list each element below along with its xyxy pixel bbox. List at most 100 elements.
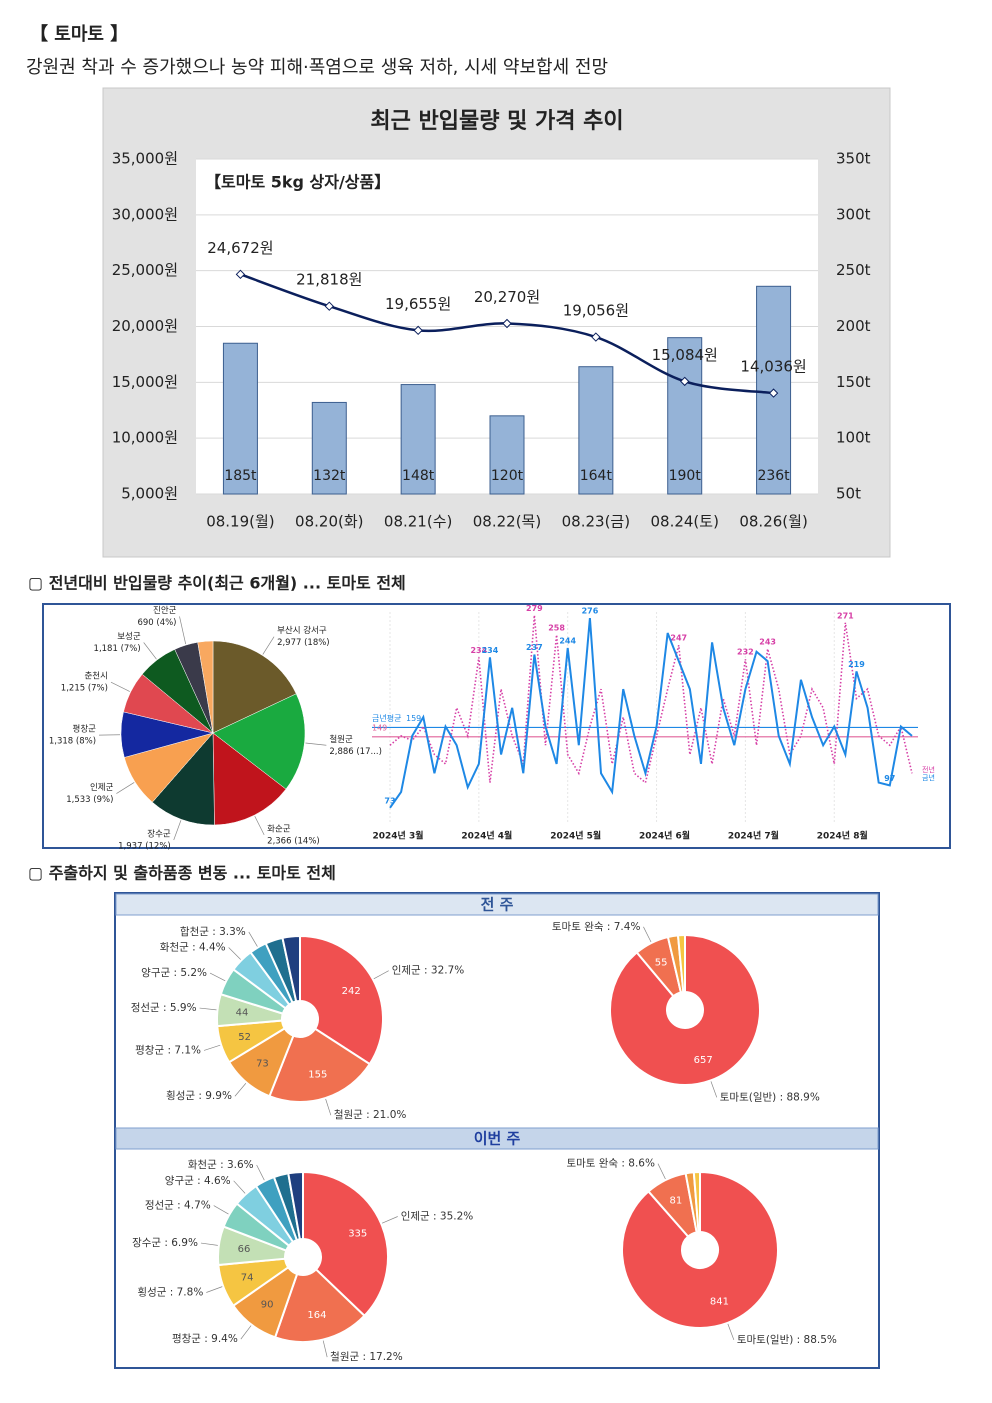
panel-header bbox=[115, 1127, 879, 1150]
x-tick-label: 08.26(월) bbox=[739, 513, 807, 531]
slice-label: 평창군 : 7.1% bbox=[135, 1044, 201, 1056]
point-label: 234 bbox=[482, 646, 499, 655]
leader-line bbox=[256, 1164, 265, 1181]
slice-value: 55 bbox=[655, 957, 668, 968]
slice-value: 52 bbox=[238, 1032, 251, 1043]
price-point bbox=[591, 332, 601, 342]
slice-value: 164 bbox=[307, 1310, 326, 1321]
slice-value: 1,318 (8%) bbox=[49, 737, 96, 747]
slice-label: 토마토(일반) : 88.9% bbox=[720, 1090, 820, 1103]
slice-value: 690 (4%) bbox=[137, 618, 176, 628]
pie-slice bbox=[287, 1170, 304, 1241]
doc-title: 【 토마토 】 bbox=[30, 24, 128, 45]
legend-label: 금년 bbox=[922, 773, 935, 782]
bar bbox=[489, 415, 525, 495]
slice-value: 2,886 (17...) bbox=[329, 747, 382, 757]
point-label: 234 bbox=[470, 646, 487, 655]
leader-line bbox=[228, 947, 241, 960]
point-label: 276 bbox=[582, 607, 599, 616]
reference-value: 159 bbox=[406, 714, 421, 723]
slice-name: 진안군 bbox=[153, 605, 177, 616]
leader-line bbox=[209, 972, 226, 982]
bar bbox=[667, 337, 703, 495]
leader-line bbox=[116, 782, 135, 794]
leader-line bbox=[325, 1098, 332, 1116]
slice-label: 양구군 : 4.6% bbox=[165, 1175, 231, 1187]
pie-slice bbox=[212, 640, 297, 734]
slice-value: 2,366 (14%) bbox=[267, 836, 320, 846]
pie-slice bbox=[212, 732, 287, 826]
slice-value: 841 bbox=[710, 1297, 729, 1308]
panel-header bbox=[115, 893, 879, 916]
bar-label: 236t bbox=[757, 468, 790, 484]
slice-label: 횡성군 : 7.8% bbox=[137, 1285, 203, 1298]
price-point bbox=[235, 269, 246, 280]
slice-value: 66 bbox=[238, 1244, 251, 1255]
x-tick-label: 2024년 7월 bbox=[728, 830, 779, 842]
slice-value: 73 bbox=[256, 1059, 269, 1070]
y-tick-label: 15,000원 bbox=[112, 373, 178, 391]
price-label: 15,084원 bbox=[652, 346, 718, 364]
price-point bbox=[768, 388, 779, 398]
panel-title: 전 주 bbox=[481, 896, 514, 914]
slice-label: 인제군 : 35.2% bbox=[401, 1211, 474, 1223]
slice-label: 토마토 완숙 : 8.6% bbox=[566, 1157, 655, 1170]
x-tick-label: 2024년 5월 bbox=[550, 830, 601, 842]
leader-line bbox=[213, 1205, 229, 1215]
slice-name: 평창군 bbox=[73, 724, 97, 735]
pie-slice bbox=[273, 1268, 366, 1343]
bar bbox=[578, 366, 614, 495]
leader-line bbox=[254, 815, 265, 836]
price-label: 14,036원 bbox=[740, 358, 806, 376]
leader-line bbox=[657, 1163, 666, 1180]
slice-label: 화천군 : 4.4% bbox=[160, 942, 226, 954]
leader-line bbox=[206, 1286, 223, 1293]
series-line bbox=[389, 617, 913, 809]
y2-tick-label: 100t bbox=[836, 429, 871, 447]
pie-slice bbox=[197, 640, 214, 734]
slice-label: 토마토(일반) : 88.5% bbox=[737, 1333, 837, 1346]
series-line bbox=[389, 615, 913, 785]
leader-line bbox=[200, 1242, 218, 1246]
x-tick-label: 08.22(목) bbox=[473, 513, 541, 531]
slice-name: 부산시 강서구 bbox=[277, 625, 327, 636]
bar bbox=[222, 342, 258, 495]
leader-line bbox=[234, 1083, 247, 1097]
x-tick-label: 08.24(토) bbox=[650, 513, 718, 531]
slice-value: 44 bbox=[236, 1008, 249, 1019]
panel-title: 이번 주 bbox=[474, 1130, 521, 1148]
x-tick-label: 2024년 6월 bbox=[639, 830, 690, 842]
slice-name: 장수군 bbox=[147, 829, 171, 840]
leader-line bbox=[373, 970, 389, 980]
y-tick-label: 35,000원 bbox=[112, 150, 178, 168]
pie-slice bbox=[268, 1027, 372, 1103]
reference-name: 금년평균 bbox=[372, 713, 401, 723]
leader-line bbox=[643, 926, 652, 943]
y2-tick-label: 350t bbox=[836, 150, 871, 168]
x-tick-label: 08.23(금) bbox=[562, 513, 630, 531]
legend-label: 전년 bbox=[922, 765, 935, 774]
leader-line bbox=[143, 642, 157, 660]
slice-value: 242 bbox=[342, 986, 361, 997]
pie-slice bbox=[692, 1170, 701, 1234]
slice-value: 1,215 (7%) bbox=[61, 684, 108, 694]
slice-label: 화천군 : 3.6% bbox=[188, 1159, 254, 1171]
leader-line bbox=[179, 616, 187, 645]
slice-label: 철원군 : 21.0% bbox=[334, 1109, 407, 1121]
slice-label: 평창군 : 9.4% bbox=[172, 1333, 238, 1345]
x-tick-label: 2024년 3월 bbox=[372, 830, 423, 842]
price-label: 19,056원 bbox=[563, 302, 629, 320]
y2-tick-label: 300t bbox=[836, 205, 871, 223]
price-point bbox=[680, 376, 690, 387]
point-label: 243 bbox=[759, 637, 776, 646]
slice-value: 90 bbox=[261, 1299, 274, 1310]
price-point bbox=[413, 325, 423, 336]
y-tick-label: 10,000원 bbox=[112, 429, 178, 447]
bar bbox=[400, 384, 436, 495]
y2-tick-label: 50t bbox=[836, 485, 861, 503]
pie-slice bbox=[302, 1170, 389, 1318]
point-label: 219 bbox=[848, 660, 865, 669]
point-label: 244 bbox=[559, 637, 576, 646]
bar-label: 190t bbox=[669, 468, 702, 484]
